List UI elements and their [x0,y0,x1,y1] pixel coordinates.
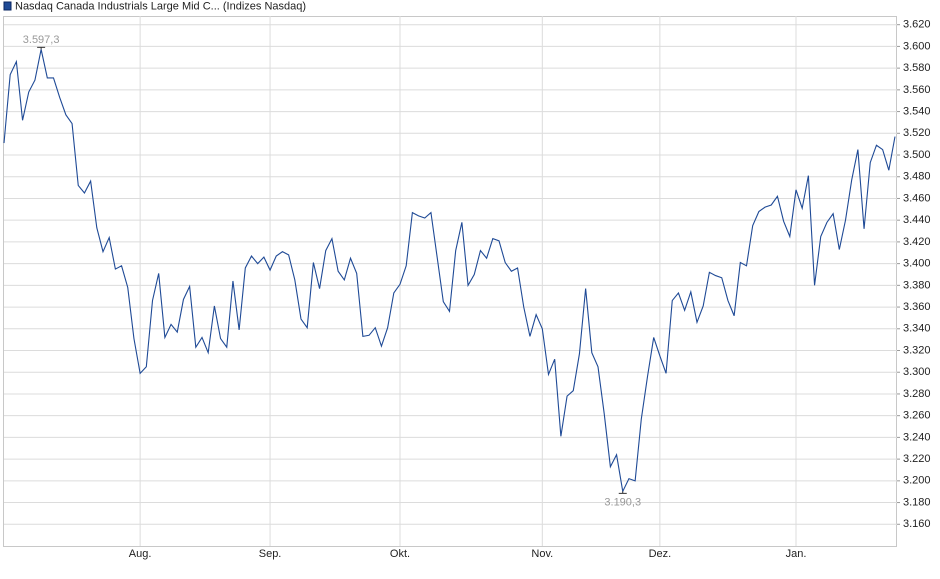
y-tick-label: 3.360 [903,301,931,313]
y-tick-label: 3.500 [903,149,931,161]
y-tick-label: 3.600 [903,40,931,52]
y-tick-label: 3.320 [903,344,931,356]
y-tick-label: 3.200 [903,475,931,487]
plot-frame [3,16,897,547]
y-tick-label: 3.380 [903,279,931,291]
extreme-label: 3.190,3 [604,496,641,508]
y-tick-label: 3.460 [903,192,931,204]
x-tick-label: Jan. [786,548,807,560]
y-tick-label: 3.340 [903,323,931,335]
y-tick-label: 3.160 [903,518,931,530]
series-line [3,49,896,494]
y-tick-label: 3.520 [903,127,931,139]
y-tick-label: 3.480 [903,171,931,183]
y-tick-label: 3.560 [903,84,931,96]
y-tick-label: 3.260 [903,410,931,422]
y-tick-label: 3.300 [903,366,931,378]
legend-swatch [3,1,12,11]
y-tick-label: 3.400 [903,258,931,270]
x-tick-label: Okt. [390,548,410,560]
y-tick-label: 3.580 [903,62,931,74]
y-tick-label: 3.280 [903,388,931,400]
x-tick-label: Sep. [259,548,282,560]
y-tick-label: 3.540 [903,105,931,117]
y-tick-label: 3.240 [903,431,931,443]
y-tick-label: 3.220 [903,453,931,465]
y-tick-label: 3.180 [903,496,931,508]
y-tick-label: 3.440 [903,214,931,226]
y-tick-label: 3.420 [903,236,931,248]
y-tick-label: 3.620 [903,19,931,31]
legend-label: Nasdaq Canada Industrials Large Mid C...… [15,0,306,12]
x-tick-label: Aug. [129,548,152,560]
x-tick-label: Dez. [649,548,672,560]
extreme-label: 3.597,3 [23,34,60,46]
x-tick-label: Nov. [531,548,553,560]
